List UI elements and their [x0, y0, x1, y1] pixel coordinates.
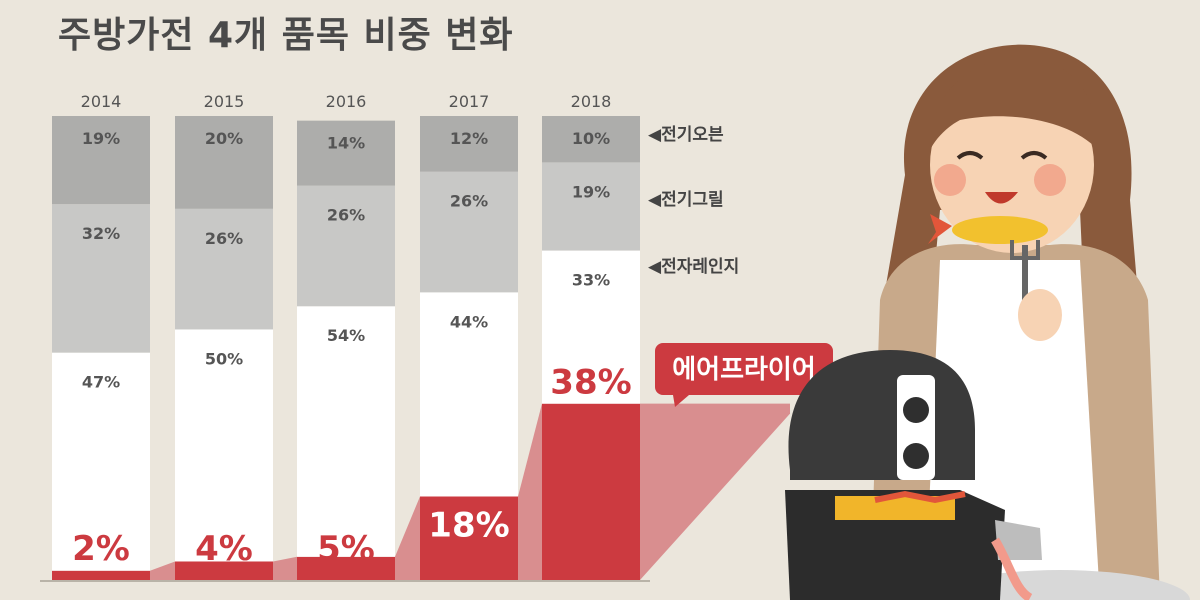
bar-grill-2014: [52, 204, 150, 353]
legend-oven: ◀전기오븐: [648, 125, 724, 145]
hand: [1018, 289, 1062, 341]
basket-shrimp: [874, 490, 966, 504]
airfryer-ribbon: [640, 403, 790, 580]
bar-airfryer-2018: [542, 403, 640, 580]
year-label-2014: 2014: [81, 92, 122, 111]
bar-airfryer-2017: [420, 496, 518, 580]
bar-microwave-2018: [542, 250, 640, 404]
value-label-oven-2015: 20%: [205, 129, 243, 148]
airfryer-connector-2: [395, 496, 420, 580]
value-label-oven-2017: 12%: [450, 129, 488, 148]
mouth: [985, 192, 1018, 204]
value-label-airfryer-2018: 38%: [550, 363, 631, 403]
value-label-oven-2014: 19%: [82, 129, 120, 148]
year-label-2017: 2017: [449, 92, 490, 111]
value-label-airfryer-2016: 5%: [317, 529, 375, 569]
value-label-microwave-2014: 47%: [82, 373, 120, 392]
bar-microwave-2017: [420, 292, 518, 497]
bar-oven-2017: [420, 116, 518, 172]
bar-microwave-2015: [175, 329, 273, 562]
bar-grill-2018: [542, 162, 640, 251]
year-label-2018: 2018: [571, 92, 612, 111]
air-fryer-knob-bottom: [903, 443, 929, 469]
bar-oven-2014: [52, 116, 150, 205]
airfryer-badge-pointer: [673, 395, 689, 407]
air-fryer-knob-top: [903, 397, 929, 423]
hair-fringe: [930, 57, 1099, 150]
legend-microwave: ◀전자레인지: [648, 257, 739, 277]
right-eye: [1020, 151, 1048, 160]
value-label-oven-2018: 10%: [572, 129, 610, 148]
shrimp-tail: [928, 214, 952, 244]
airfryer-badge-label: 에어프라이어: [672, 355, 816, 385]
bar-grill-2016: [297, 185, 395, 307]
fork-head: [1010, 240, 1040, 260]
bar-airfryer-2016: [297, 556, 395, 580]
value-label-grill-2018: 19%: [572, 182, 610, 201]
bar-oven-2015: [175, 116, 273, 209]
left-eye: [956, 151, 984, 160]
bar-airfryer-2015: [175, 561, 273, 580]
shrimp-on-plate: [991, 537, 1033, 600]
bar-oven-2016: [297, 120, 395, 186]
value-label-airfryer-2015: 4%: [195, 529, 253, 569]
left-cheek: [934, 164, 966, 196]
value-label-microwave-2017: 44%: [450, 312, 488, 331]
bar-oven-2018: [542, 116, 640, 163]
value-label-grill-2014: 32%: [82, 224, 120, 243]
value-label-microwave-2018: 33%: [572, 271, 610, 290]
value-label-grill-2017: 26%: [450, 192, 488, 211]
legend-grill: ◀전기그릴: [648, 190, 724, 210]
fork-handle: [1022, 245, 1028, 305]
right-cheek: [1034, 164, 1066, 196]
bar-grill-2015: [175, 208, 273, 330]
value-label-airfryer-2017: 18%: [428, 505, 509, 545]
shrimp-tempura: [952, 216, 1048, 244]
bar-microwave-2016: [297, 306, 395, 557]
year-label-2016: 2016: [326, 92, 367, 111]
airfryer-connector-0: [150, 561, 175, 580]
value-label-grill-2016: 26%: [327, 206, 365, 225]
value-label-grill-2015: 26%: [205, 229, 243, 248]
value-label-airfryer-2014: 2%: [72, 529, 130, 569]
airfryer-badge: [655, 343, 833, 395]
basket-handle: [995, 520, 1042, 560]
bar-grill-2017: [420, 171, 518, 293]
woman-with-air-fryer-illustration: [785, 44, 1190, 600]
value-label-microwave-2016: 54%: [327, 326, 365, 345]
airfryer-connector-1: [273, 556, 297, 580]
chart-title: 주방가전 4개 품목 비중 변화: [58, 15, 514, 56]
year-label-2015: 2015: [204, 92, 245, 111]
bar-airfryer-2014: [52, 570, 150, 580]
bar-microwave-2014: [52, 352, 150, 571]
value-label-oven-2016: 14%: [327, 134, 365, 153]
airfryer-connector-3: [518, 403, 542, 580]
value-label-microwave-2015: 50%: [205, 349, 243, 368]
